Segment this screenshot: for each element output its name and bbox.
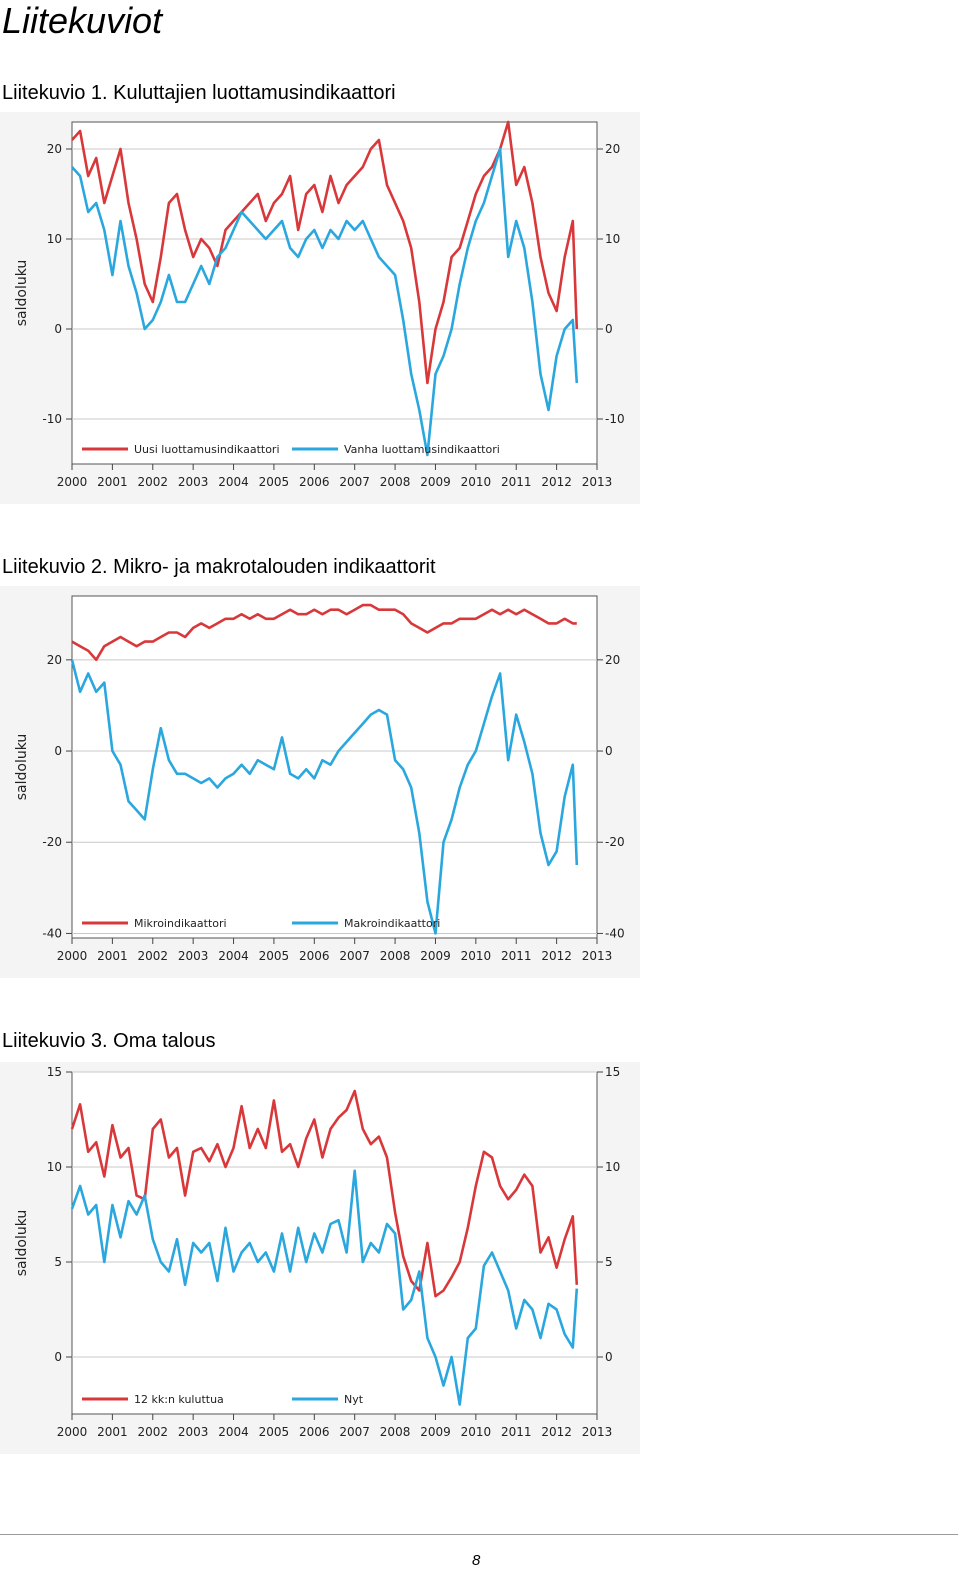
x-tick-label: 2008 <box>380 475 411 489</box>
x-tick-label: 2000 <box>57 1425 88 1439</box>
x-tick-label: 2000 <box>57 949 88 963</box>
figure-2-caption: Liitekuvio 2. Mikro- ja makrotalouden in… <box>2 556 436 578</box>
page-number: 8 <box>472 1552 481 1569</box>
x-tick-label: 2002 <box>137 1425 168 1439</box>
x-tick-label: 2005 <box>259 949 290 963</box>
legend-label: Uusi luottamusindikaattori <box>134 443 280 456</box>
y-tick-label: 0 <box>54 1350 62 1364</box>
x-tick-label: 2007 <box>339 475 370 489</box>
x-tick-label: 2010 <box>461 475 492 489</box>
y-axis-label: saldoluku <box>14 734 30 801</box>
figure-2-chart: -40 -40 -20 -20 0 0 20 20 2000 2001 2002 2003 2004 20… <box>0 586 640 978</box>
y-tick-label: 0 <box>54 744 62 758</box>
x-tick-label: 2003 <box>178 1425 209 1439</box>
x-tick-label: 2003 <box>178 475 209 489</box>
x-tick-label: 2000 <box>57 475 88 489</box>
legend-label: Vanha luottamusindikaattori <box>344 443 500 456</box>
plot-area <box>71 595 598 939</box>
figure-1-chart: -10 -10 0 0 10 10 20 20 2000 2001 2002 2003 2004 2005… <box>0 112 640 504</box>
x-tick-label: 2012 <box>541 1425 572 1439</box>
legend-label: Makroindikaattori <box>344 917 440 930</box>
y-tick-label-right: 0 <box>605 744 613 758</box>
consumer-confidence-chart: -10 -10 0 0 10 10 20 20 2000 2001 2002 2003 2004 2005… <box>14 120 625 489</box>
y-tick-label-right: 10 <box>605 1160 620 1174</box>
x-tick-label: 2005 <box>259 475 290 489</box>
x-tick-label: 2004 <box>218 475 249 489</box>
y-axis-label: saldoluku <box>14 1210 30 1277</box>
x-tick-label: 2004 <box>218 949 249 963</box>
y-tick-label: -40 <box>42 926 62 940</box>
series-line-2 <box>70 1169 579 1406</box>
y-axis-label: saldoluku <box>14 260 30 327</box>
series-line-1 <box>71 603 577 662</box>
x-tick-label: 2010 <box>461 949 492 963</box>
x-tick-label: 2001 <box>97 475 128 489</box>
x-tick-label: 2008 <box>380 1425 411 1439</box>
legend-label: Mikroindikaattori <box>134 917 227 930</box>
figure-3-caption: Liitekuvio 3. Oma talous <box>2 1030 216 1052</box>
y-tick-label: 10 <box>47 232 62 246</box>
x-tick-label: 2002 <box>137 949 168 963</box>
footer-divider <box>0 1534 958 1535</box>
x-tick-label: 2011 <box>501 949 532 963</box>
y-tick-label-right: 0 <box>605 1350 613 1364</box>
x-tick-label: 2011 <box>501 475 532 489</box>
x-tick-label: 2001 <box>97 949 128 963</box>
x-tick-label: 2009 <box>420 949 451 963</box>
y-tick-label: -20 <box>42 835 62 849</box>
y-tick-label: 20 <box>47 653 62 667</box>
y-tick-label-right: -10 <box>605 412 625 426</box>
x-tick-label: 2003 <box>178 949 209 963</box>
figure-3-chart: 0 0 5 5 10 10 15 15 2000 2001 2002 2003 2004 2005 2006… <box>0 1062 640 1454</box>
x-tick-label: 2011 <box>501 1425 532 1439</box>
y-tick-label: 20 <box>47 142 62 156</box>
series-line-2 <box>71 147 579 457</box>
x-tick-label: 2006 <box>299 475 330 489</box>
x-tick-label: 2002 <box>137 475 168 489</box>
x-tick-label: 2013 <box>582 1425 613 1439</box>
x-tick-label: 2012 <box>541 949 572 963</box>
y-tick-label-right: 15 <box>605 1065 620 1079</box>
x-tick-label: 2013 <box>582 475 613 489</box>
y-tick-label: 5 <box>54 1255 62 1269</box>
x-tick-label: 2013 <box>582 949 613 963</box>
micro-macro-indicator-chart: -40 -40 -20 -20 0 0 20 20 2000 2001 2002 2003 2004 20… <box>14 595 625 963</box>
page-heading: Liitekuviot <box>2 0 163 41</box>
x-tick-label: 2009 <box>420 1425 451 1439</box>
figure-1-caption: Liitekuvio 1. Kuluttajien luottamusindik… <box>2 82 396 104</box>
own-finances-chart: 0 0 5 5 10 10 15 15 2000 2001 2002 2003 2004 2005 2006… <box>14 1065 620 1439</box>
y-tick-label: 10 <box>47 1160 62 1174</box>
x-tick-label: 2004 <box>218 1425 249 1439</box>
x-tick-label: 2012 <box>541 475 572 489</box>
y-tick-label-right: 0 <box>605 322 613 336</box>
x-tick-label: 2001 <box>97 1425 128 1439</box>
x-tick-label: 2010 <box>461 1425 492 1439</box>
series-line-2 <box>70 659 579 935</box>
y-tick-label: 15 <box>47 1065 62 1079</box>
x-tick-label: 2009 <box>420 475 451 489</box>
x-tick-label: 2007 <box>339 949 370 963</box>
series-line-1 <box>70 1089 579 1298</box>
y-tick-label-right: 5 <box>605 1255 613 1269</box>
x-tick-label: 2006 <box>299 949 330 963</box>
x-tick-label: 2007 <box>339 1425 370 1439</box>
legend-label: 12 kk:n kuluttua <box>134 1393 224 1406</box>
y-tick-label: 0 <box>54 322 62 336</box>
y-tick-label-right: 20 <box>605 653 620 667</box>
y-tick-label: -10 <box>42 412 62 426</box>
x-tick-label: 2006 <box>299 1425 330 1439</box>
y-tick-label-right: -40 <box>605 926 625 940</box>
y-tick-label-right: 10 <box>605 232 620 246</box>
y-tick-label-right: 20 <box>605 142 620 156</box>
x-tick-label: 2008 <box>380 949 411 963</box>
legend-label: Nyt <box>344 1393 364 1406</box>
plot-area <box>71 121 598 465</box>
x-tick-label: 2005 <box>259 1425 290 1439</box>
y-tick-label-right: -20 <box>605 835 625 849</box>
